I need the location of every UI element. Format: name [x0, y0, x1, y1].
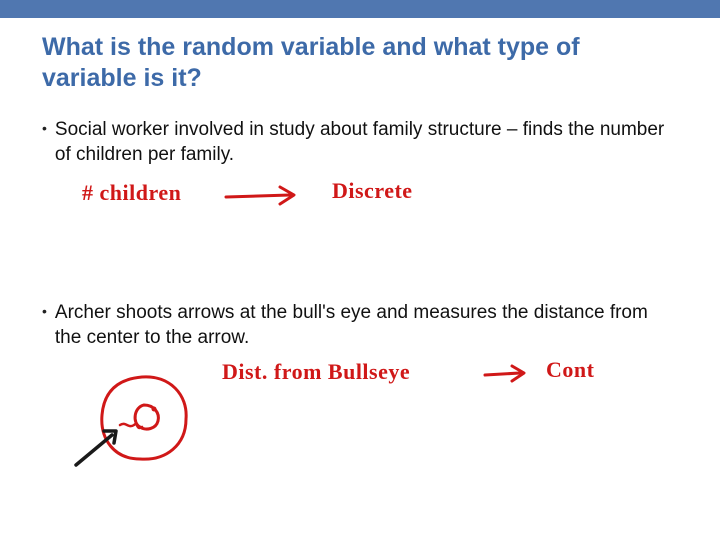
slide-title: What is the random variable and what typ… [42, 32, 678, 95]
hand-arrow-icon [222, 182, 312, 212]
annotation-area-2: Dist. from Bullseye Cont [52, 359, 678, 479]
hand-annotation-left: # children [82, 180, 181, 206]
hand-annotation-right: Cont [546, 357, 594, 383]
bullet-text: Archer shoots arrows at the bull's eye a… [55, 300, 678, 351]
hand-annotation-right: Discrete [332, 178, 413, 204]
bullseye-sketch-icon [70, 365, 210, 475]
bullet-text: Social worker involved in study about fa… [55, 117, 678, 168]
hand-arrow-icon [482, 361, 538, 387]
bullet-marker: • [42, 117, 47, 139]
slide-content: What is the random variable and what typ… [0, 18, 720, 479]
annotation-area-1: # children Discrete [82, 176, 678, 240]
bullet-marker: • [42, 300, 47, 322]
bullet-item: • Social worker involved in study about … [42, 117, 678, 168]
top-accent-bar [0, 0, 720, 18]
bullet-item: • Archer shoots arrows at the bull's eye… [42, 300, 678, 351]
hand-annotation-left: Dist. from Bullseye [222, 359, 410, 385]
